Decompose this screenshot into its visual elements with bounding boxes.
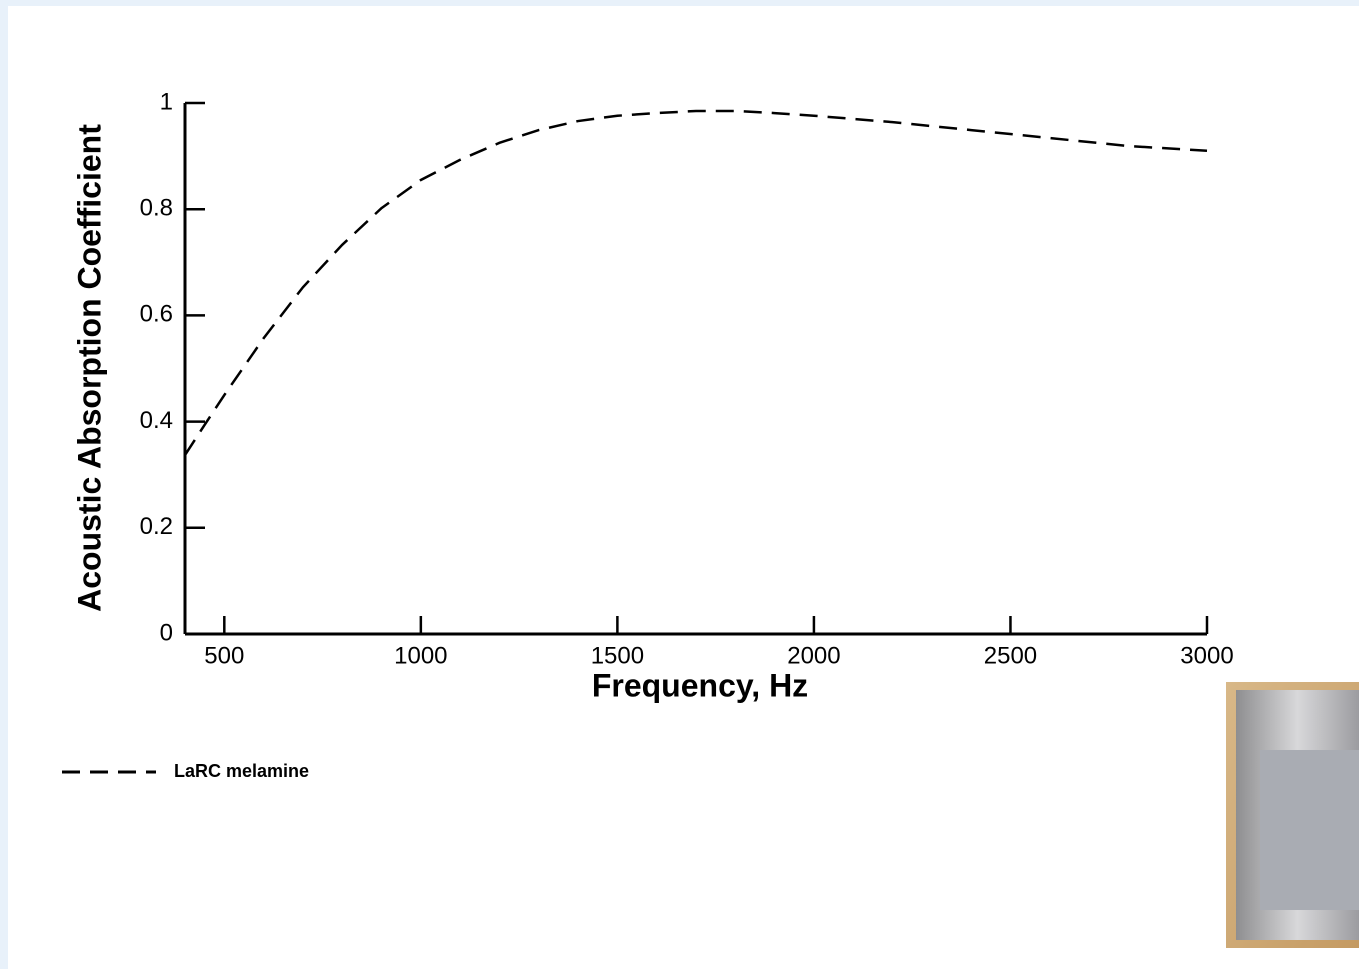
page: Frequency, Hz Acoustic Absorption Coeffi…	[0, 0, 1359, 969]
y-axis-label: Acoustic Absorption Coefficient	[71, 124, 107, 612]
photo	[1226, 682, 1359, 948]
y-tick-label: 0.6	[140, 301, 173, 328]
x-tick-label: 3000	[1180, 642, 1233, 669]
chart: Frequency, Hz Acoustic Absorption Coeffi…	[0, 0, 1359, 969]
y-tick-label: 0.8	[140, 195, 173, 222]
legend-label: LaRC melamine	[174, 761, 309, 781]
panel	[8, 6, 1359, 969]
x-axis-label: Frequency, Hz	[592, 667, 808, 703]
x-tick-label: 2000	[787, 642, 840, 669]
x-tick-label: 1000	[394, 642, 447, 669]
x-tick-label: 500	[204, 642, 244, 669]
y-tick-label: 0.4	[140, 407, 173, 434]
y-tick-label: 0	[160, 619, 173, 646]
x-tick-label: 2500	[984, 642, 1037, 669]
y-tick-label: 0.2	[140, 513, 173, 540]
x-tick-label: 1500	[591, 642, 644, 669]
y-tick-label: 1	[160, 88, 173, 115]
